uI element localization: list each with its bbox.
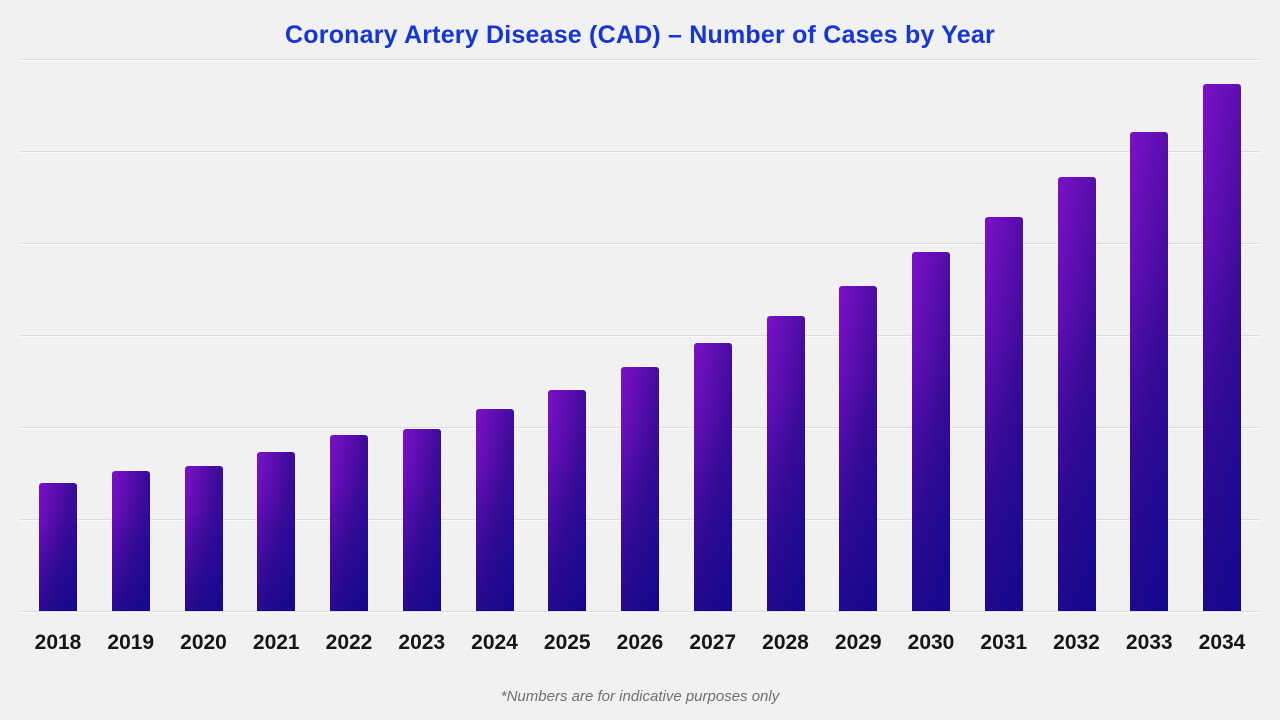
x-axis-label-2023: 2023: [398, 631, 446, 654]
x-axis-label-2032: 2032: [1053, 631, 1100, 654]
x-axis-label-2027: 2027: [689, 631, 737, 654]
bar-2033: [1130, 132, 1169, 611]
bar-2032: [1057, 177, 1096, 611]
x-axis-label-2033: 2033: [1125, 631, 1173, 654]
x-axis-label-2021: 2021: [252, 631, 300, 654]
bar-2034: [1203, 84, 1241, 611]
gridline: [20, 151, 1260, 152]
gridline: [20, 611, 1260, 612]
bar-2024: [475, 409, 514, 611]
x-axis-label-2030: 2030: [907, 631, 955, 654]
bar-2027: [693, 343, 732, 611]
x-axis-label-2020: 2020: [180, 631, 227, 654]
x-axis-label-2025: 2025: [543, 631, 591, 654]
x-axis-label-2029: 2029: [834, 631, 882, 654]
bar-2019: [111, 471, 150, 611]
x-axis-label-2022: 2022: [325, 631, 373, 654]
bar-2031: [984, 217, 1023, 611]
bar-2021: [257, 452, 296, 611]
x-axis-label-2019: 2019: [107, 631, 155, 654]
x-axis-label-2031: 2031: [980, 631, 1028, 654]
bar-2022: [330, 435, 368, 611]
bar-2025: [548, 390, 587, 611]
chart-title: Coronary Artery Disease (CAD) – Number o…: [285, 21, 995, 49]
gridline: [20, 59, 1260, 60]
x-axis-label-2026: 2026: [616, 631, 664, 654]
bar-2028: [766, 316, 805, 611]
x-axis-label-2028: 2028: [762, 631, 809, 654]
bar-2029: [839, 286, 878, 611]
bar-2023: [402, 429, 441, 611]
chart-footnote: *Numbers are for indicative purposes onl…: [500, 688, 780, 705]
bar-2026: [621, 367, 659, 611]
gridline: [20, 335, 1260, 336]
bar-2020: [184, 466, 223, 611]
x-axis-label-2024: 2024: [471, 631, 518, 654]
bar-2030: [912, 252, 950, 611]
gridline: [20, 243, 1260, 244]
x-axis-label-2018: 2018: [34, 631, 82, 654]
bar-2018: [39, 483, 77, 611]
x-axis-label-2034: 2034: [1198, 631, 1246, 654]
